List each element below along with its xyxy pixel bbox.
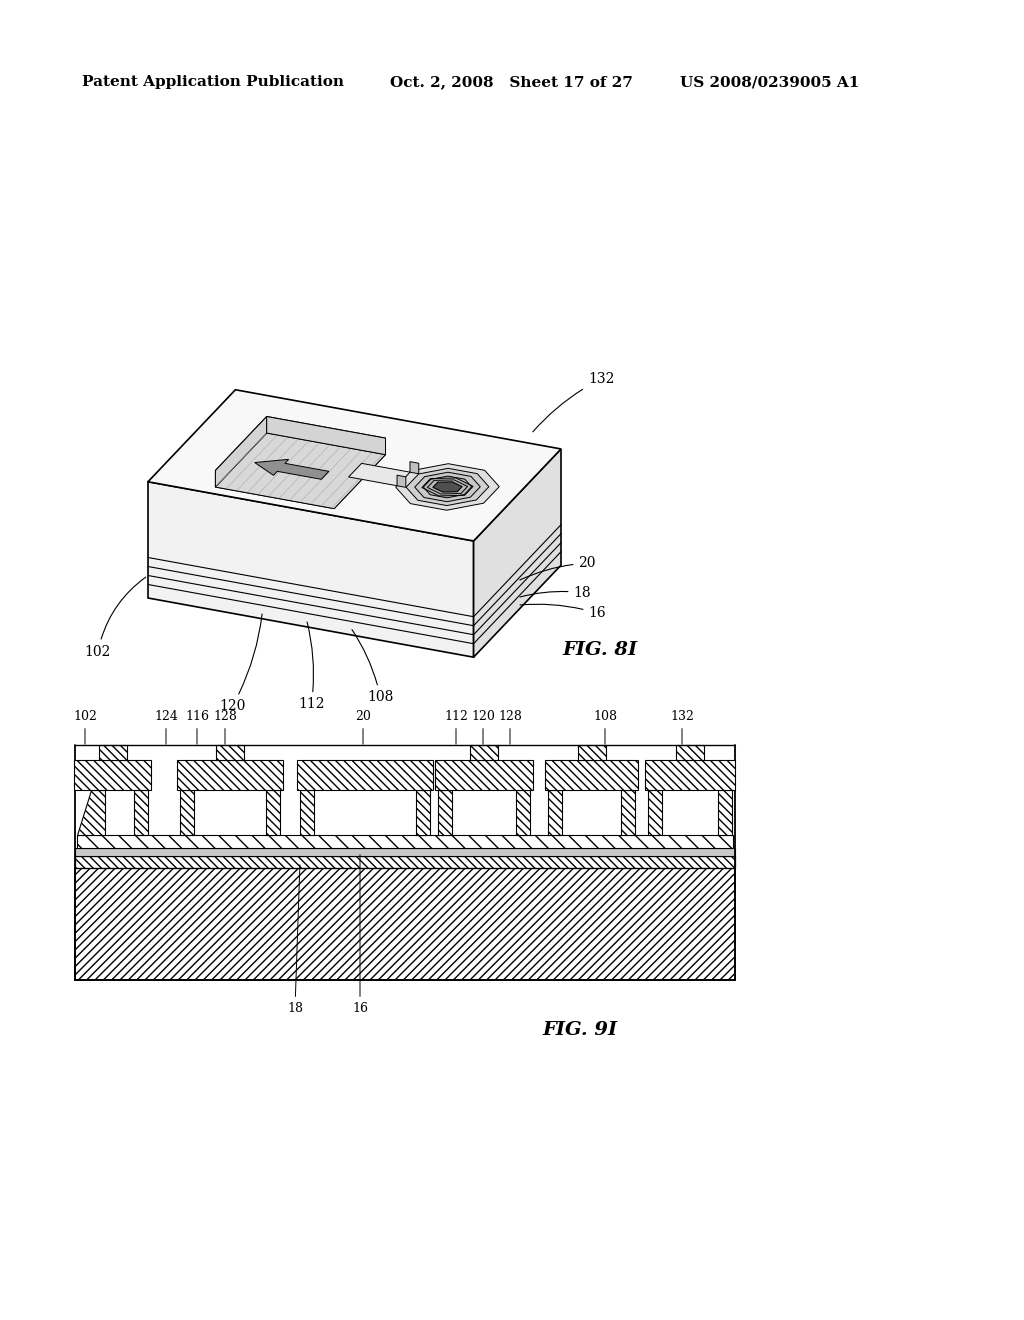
Polygon shape — [297, 760, 433, 789]
Text: 120: 120 — [219, 614, 262, 713]
Polygon shape — [718, 789, 732, 836]
Text: FIG. 8I: FIG. 8I — [562, 642, 638, 659]
Polygon shape — [98, 744, 127, 760]
Polygon shape — [516, 789, 530, 836]
Polygon shape — [621, 789, 635, 836]
Text: 132: 132 — [532, 372, 614, 432]
Text: 128: 128 — [213, 710, 237, 744]
Text: FIG. 9I: FIG. 9I — [543, 1020, 617, 1039]
Polygon shape — [215, 470, 334, 508]
Text: 116: 116 — [185, 710, 209, 744]
Text: 102: 102 — [73, 710, 97, 744]
Polygon shape — [397, 475, 406, 487]
Polygon shape — [433, 482, 462, 492]
Polygon shape — [473, 449, 561, 657]
Polygon shape — [77, 789, 105, 836]
Text: 112: 112 — [298, 622, 325, 711]
Polygon shape — [545, 760, 638, 789]
Polygon shape — [216, 744, 244, 760]
Polygon shape — [645, 760, 735, 789]
Text: 132: 132 — [670, 710, 694, 744]
Text: 108: 108 — [593, 710, 617, 744]
Text: Oct. 2, 2008   Sheet 17 of 27: Oct. 2, 2008 Sheet 17 of 27 — [390, 75, 633, 88]
Polygon shape — [266, 417, 385, 454]
Polygon shape — [334, 438, 385, 508]
Polygon shape — [578, 744, 605, 760]
Polygon shape — [470, 744, 498, 760]
Text: 16: 16 — [352, 855, 368, 1015]
Polygon shape — [74, 760, 151, 789]
Polygon shape — [410, 462, 419, 474]
Polygon shape — [134, 789, 148, 836]
Polygon shape — [435, 760, 534, 789]
Polygon shape — [423, 477, 472, 498]
Polygon shape — [416, 789, 430, 836]
Text: 124: 124 — [154, 710, 178, 744]
Bar — [75, 855, 735, 869]
Polygon shape — [648, 789, 662, 836]
Polygon shape — [548, 789, 562, 836]
Polygon shape — [348, 463, 415, 487]
Text: 18: 18 — [287, 865, 303, 1015]
Polygon shape — [215, 417, 385, 492]
Bar — [77, 836, 733, 847]
Text: 120: 120 — [471, 710, 495, 744]
Text: 16: 16 — [520, 605, 606, 620]
Text: US 2008/0239005 A1: US 2008/0239005 A1 — [680, 75, 859, 88]
Text: 112: 112 — [444, 710, 468, 744]
Polygon shape — [148, 389, 561, 541]
Text: Patent Application Publication: Patent Application Publication — [82, 75, 344, 88]
Polygon shape — [255, 459, 329, 479]
Polygon shape — [215, 417, 266, 487]
Text: 18: 18 — [520, 586, 591, 599]
Polygon shape — [407, 469, 488, 506]
Polygon shape — [177, 760, 283, 789]
Bar — [75, 869, 735, 979]
Polygon shape — [395, 463, 500, 511]
Polygon shape — [148, 482, 473, 657]
Text: 102: 102 — [85, 577, 145, 659]
Polygon shape — [438, 789, 452, 836]
Text: 20: 20 — [520, 556, 596, 579]
Text: 128: 128 — [498, 710, 522, 744]
Polygon shape — [300, 789, 314, 836]
Polygon shape — [676, 744, 705, 760]
Polygon shape — [266, 789, 280, 836]
Polygon shape — [180, 789, 194, 836]
Text: 20: 20 — [355, 710, 371, 744]
Polygon shape — [415, 473, 480, 502]
Polygon shape — [215, 433, 385, 508]
Bar — [75, 847, 735, 855]
Text: 108: 108 — [352, 630, 393, 705]
